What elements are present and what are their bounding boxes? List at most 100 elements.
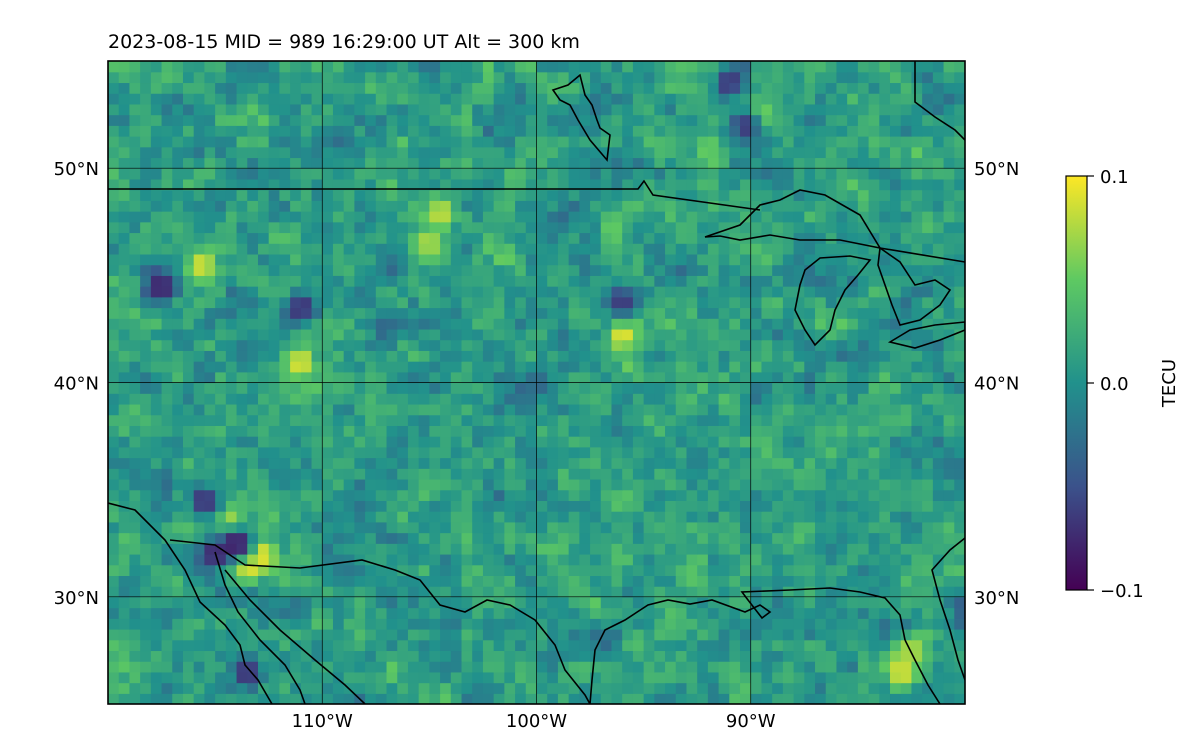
- tec-cell: [911, 103, 923, 116]
- tec-cell: [172, 114, 184, 126]
- tec-cell: [900, 350, 913, 362]
- tec-cell: [225, 586, 238, 598]
- tec-cell: [118, 586, 131, 598]
- tec-cell: [525, 618, 538, 630]
- tec-cell: [236, 511, 248, 523]
- tec-cell: [815, 307, 827, 319]
- tec-cell: [450, 339, 463, 351]
- tec-cell: [729, 350, 741, 362]
- tec-cell: [418, 403, 430, 416]
- tec-cell: [493, 639, 505, 652]
- tec-cell: [150, 318, 163, 330]
- tec-cell: [300, 693, 313, 704]
- tec-cell: [257, 618, 270, 630]
- tec-cell: [825, 682, 838, 694]
- tec-cell: [150, 564, 163, 576]
- tec-cell: [343, 478, 355, 491]
- tec-cell: [204, 414, 216, 426]
- tec-cell: [129, 661, 141, 673]
- tec-cell: [375, 489, 388, 501]
- tec-cell: [236, 114, 248, 126]
- tec-cell: [718, 361, 730, 373]
- tec-cell: [322, 189, 334, 201]
- tec-cell: [300, 211, 313, 223]
- tec-cell: [354, 200, 366, 212]
- tec-cell: [161, 307, 173, 319]
- tec-cell: [879, 157, 891, 169]
- tec-cell: [879, 253, 891, 266]
- tec-cell: [697, 307, 709, 319]
- tec-cell: [707, 82, 720, 94]
- tec-cell: [118, 607, 131, 619]
- tec-cell: [504, 264, 516, 276]
- tec-cell: [515, 328, 527, 341]
- tec-cell: [729, 414, 741, 426]
- tec-cell: [622, 318, 634, 330]
- tec-cell: [761, 671, 773, 684]
- tec-cell: [782, 318, 795, 330]
- tec-cell: [857, 232, 870, 244]
- tec-cell: [665, 553, 677, 566]
- tec-cell: [654, 136, 666, 148]
- tec-cell: [386, 521, 398, 534]
- tec-cell: [215, 339, 227, 351]
- tec-cell: [140, 350, 152, 362]
- tec-cell: [890, 136, 902, 148]
- tec-cell: [740, 500, 752, 512]
- tec-cell: [825, 361, 838, 373]
- tec-cell: [450, 361, 463, 373]
- tec-cell: [857, 425, 870, 437]
- tec-cell: [182, 211, 195, 223]
- tec-cell: [729, 650, 741, 662]
- tec-cell: [932, 328, 945, 341]
- tec-cell: [547, 157, 559, 169]
- tec-cell: [386, 639, 398, 652]
- tec-cell: [397, 318, 409, 330]
- tec-cell: [268, 189, 280, 201]
- tec-cell: [140, 671, 152, 684]
- tec-cell: [611, 532, 623, 544]
- tec-cell: [397, 446, 409, 459]
- tec-cell: [568, 650, 580, 662]
- tec-cell: [525, 414, 538, 426]
- tec-cell: [504, 371, 516, 384]
- tec-cell: [793, 553, 805, 566]
- tec-cell: [472, 253, 484, 266]
- tec-cell: [654, 468, 666, 480]
- tec-cell: [354, 361, 366, 373]
- tec-cell: [847, 318, 859, 330]
- tec-cell: [707, 211, 720, 223]
- tec-cell: [247, 114, 259, 126]
- tec-cell: [665, 307, 677, 319]
- tec-cell: [247, 478, 259, 491]
- tec-cell: [193, 393, 206, 405]
- us-canada-border: [108, 179, 761, 211]
- tec-cell: [761, 136, 773, 148]
- tec-cell: [622, 682, 634, 694]
- tec-cell: [782, 607, 795, 619]
- tec-cell: [900, 639, 913, 652]
- tec-cell: [461, 264, 473, 276]
- tec-cell: [129, 543, 141, 555]
- tec-cell: [772, 253, 784, 266]
- tec-cell: [782, 382, 795, 394]
- tec-cell: [890, 157, 902, 169]
- tec-cell: [697, 393, 709, 405]
- tec-cell: [557, 425, 570, 437]
- tec-cell: [515, 436, 527, 448]
- tec-cell: [247, 393, 259, 405]
- tec-cell: [718, 168, 730, 180]
- tec-cell: [568, 436, 580, 448]
- tec-cell: [482, 521, 495, 534]
- tec-cell: [407, 136, 420, 148]
- tec-cell: [236, 682, 248, 694]
- tec-cell: [943, 157, 955, 169]
- tec-cell: [793, 361, 805, 373]
- tec-cell: [557, 382, 570, 394]
- tec-cell: [129, 532, 141, 544]
- tec-cell: [236, 403, 248, 416]
- tec-cell: [418, 350, 430, 362]
- tec-cell: [129, 671, 141, 684]
- tec-cell: [665, 618, 677, 630]
- tec-cell: [579, 564, 591, 576]
